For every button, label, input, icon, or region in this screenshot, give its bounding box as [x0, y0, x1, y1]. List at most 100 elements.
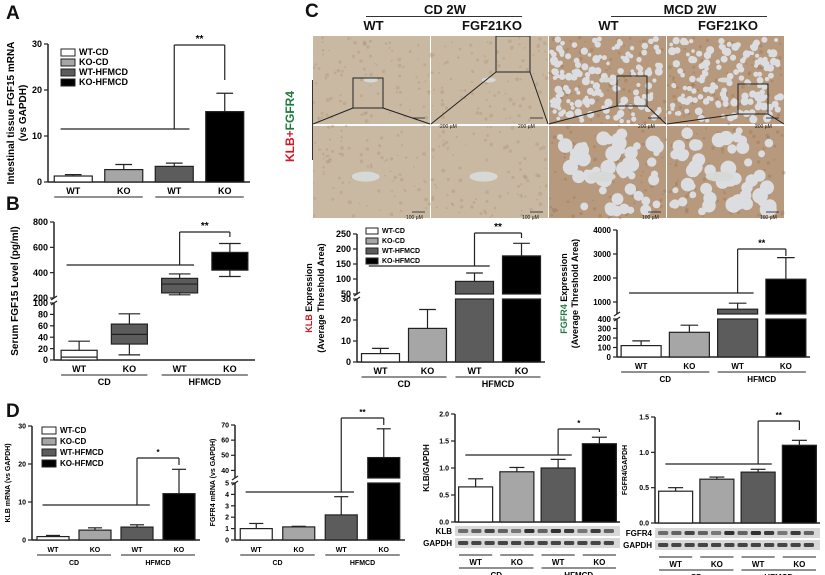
- svg-text:30: 30: [18, 423, 26, 430]
- svg-text:KO: KO: [780, 362, 792, 371]
- svg-text:0: 0: [43, 355, 48, 365]
- subheader-ko-mcd: FGF21KO: [698, 18, 758, 33]
- svg-text:10: 10: [341, 336, 351, 346]
- svg-text:KO-HFMCD: KO-HFMCD: [60, 459, 104, 468]
- panel-label-a: A: [6, 3, 20, 24]
- svg-text:WT: WT: [72, 364, 86, 374]
- zoom-region-box: [737, 83, 769, 115]
- svg-text:150: 150: [336, 259, 351, 269]
- svg-text:1000: 1000: [593, 298, 611, 307]
- chart-d-fgfr4-mrna: 0 1 2 3 4 5 40 50 60 70 ** WT KO WT KO CD HFMCD FGFR4 mRN…: [210, 408, 405, 567]
- scalebar-top-4: 200 µM: [755, 124, 772, 130]
- box-wt-hfmcd: [161, 273, 199, 296]
- svg-text:(Average Threshold Area): (Average Threshold Area): [316, 243, 326, 352]
- svg-text:0.5: 0.5: [439, 492, 449, 499]
- svg-text:40: 40: [221, 468, 229, 475]
- svg-text:WT: WT: [374, 366, 388, 376]
- svg-text:2000: 2000: [593, 274, 611, 283]
- svg-text:70: 70: [221, 422, 229, 429]
- svg-text:KO: KO: [683, 362, 695, 371]
- y-axis-label: Serum FGF15 Level (pg/ml): [10, 226, 21, 355]
- micrograph-2-1: [549, 125, 668, 220]
- svg-text:HFMCD: HFMCD: [747, 375, 776, 384]
- svg-text:1: 1: [225, 526, 229, 533]
- svg-text:KO: KO: [793, 560, 805, 569]
- svg-text:WT: WT: [635, 362, 648, 371]
- svg-text:WT: WT: [468, 366, 482, 376]
- x-labels: WT KO WT KO CD HFMCD: [621, 362, 806, 384]
- bar-wt-cd: [360, 347, 401, 363]
- svg-text:0: 0: [37, 177, 42, 187]
- bar-ko-hfmcd: [205, 92, 245, 183]
- svg-text:KO: KO: [223, 364, 237, 374]
- micrograph-2-0: [548, 36, 667, 125]
- svg-text:100: 100: [33, 298, 48, 308]
- bar-wt-cd: [36, 534, 70, 541]
- panel-label-c: C: [305, 1, 319, 22]
- western-blot: KLB GAPDH WT KO WT KO CD HFMCD: [423, 526, 620, 575]
- svg-text:50: 50: [221, 453, 229, 460]
- bar-wt-hfmcd: [120, 524, 154, 541]
- x-labels: WT KO WT KO CD HFMCD: [61, 364, 248, 387]
- significance-bracket: **: [665, 411, 800, 465]
- stain-label: KLB+FGFR4: [283, 91, 297, 162]
- svg-text:FGFR4 mRNA (vs GAPDH): FGFR4 mRNA (vs GAPDH): [210, 439, 217, 527]
- svg-text:250: 250: [336, 229, 351, 239]
- svg-text:WT: WT: [132, 547, 144, 554]
- svg-text:0: 0: [346, 357, 351, 367]
- svg-text:WT-HFMCD: WT-HFMCD: [79, 67, 128, 77]
- stain-label-fgfr4: FGFR4: [283, 90, 297, 131]
- bar-ko-cd: [668, 324, 710, 358]
- svg-text:10: 10: [18, 499, 26, 506]
- svg-text:200: 200: [598, 334, 612, 343]
- y-axis: 0.0 0.5 1.0 1.5 2.0: [439, 411, 456, 526]
- micrograph-1-1: [430, 124, 548, 218]
- box-wt-cd: [60, 340, 98, 361]
- svg-text:WT: WT: [669, 560, 682, 569]
- zoom-region-box: [495, 36, 531, 73]
- svg-text:KO: KO: [90, 547, 101, 554]
- svg-text:20: 20: [18, 461, 26, 468]
- zoom-region-box: [616, 75, 648, 107]
- svg-text:0.0: 0.0: [439, 519, 449, 526]
- svg-text:WT: WT: [66, 186, 80, 196]
- panel-label-d: D: [6, 401, 20, 422]
- bar-ko-hfmcd: [162, 468, 196, 541]
- svg-text:KO: KO: [593, 558, 605, 567]
- scalebar-bottom-1: 100 µM: [406, 215, 423, 221]
- micrograph-1-0: [429, 36, 549, 124]
- svg-text:HFMCD: HFMCD: [350, 560, 375, 567]
- svg-text:300: 300: [598, 324, 612, 333]
- svg-text:HFMCD: HFMCD: [564, 571, 593, 575]
- svg-text:**: **: [196, 34, 204, 45]
- svg-text:FGFR4: FGFR4: [626, 529, 653, 538]
- micrograph-grid: [313, 36, 786, 220]
- svg-text:50: 50: [341, 289, 351, 299]
- significance-bracket: **: [629, 238, 787, 294]
- svg-text:HFMCD: HFMCD: [189, 377, 222, 387]
- svg-text:CD: CD: [272, 560, 282, 567]
- svg-text:CD: CD: [69, 560, 79, 567]
- svg-text:60: 60: [221, 438, 229, 445]
- svg-text:WT: WT: [251, 547, 263, 554]
- y-axis: 0 10 20 30: [18, 423, 33, 544]
- significance-bracket: *: [42, 448, 180, 506]
- svg-text:FGFR4/GAPDH: FGFR4/GAPDH: [622, 445, 629, 495]
- svg-text:4000: 4000: [593, 226, 611, 235]
- bar-wt-cd: [620, 340, 662, 358]
- svg-text:400: 400: [33, 268, 48, 278]
- svg-text:KO-CD: KO-CD: [79, 57, 109, 67]
- y-axis-label: FGFR4 Expression (Average Threshold Area): [559, 239, 580, 348]
- bar-wt-cd: [458, 478, 494, 523]
- bar-wt-cd: [53, 174, 93, 183]
- scalebar-top-3: 200 µM: [638, 124, 655, 130]
- subheader-ko-cd: FGF21KO: [462, 18, 522, 33]
- bar-ko-cd: [699, 476, 735, 524]
- svg-text:WT: WT: [469, 558, 482, 567]
- subheader-wt-mcd: WT: [598, 18, 619, 33]
- scalebar-bottom-3: 100 µM: [642, 215, 659, 221]
- svg-text:1.5: 1.5: [639, 414, 649, 421]
